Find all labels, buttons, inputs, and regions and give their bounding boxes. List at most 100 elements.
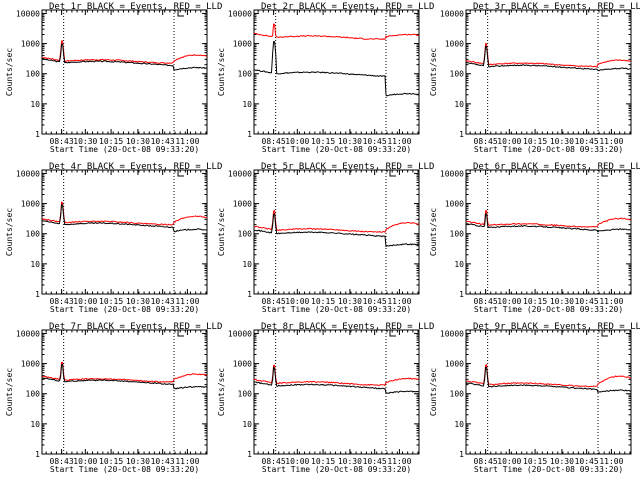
chart-panel-9: Det 9r BLACK = Events, RED = LLD 1 10 100 10… [429, 322, 640, 474]
x-tick-label: 10:45 [363, 137, 387, 146]
x-axis-label: Start Time (20-Oct-08 09:33:20) [474, 305, 623, 314]
events-series-line [465, 213, 632, 233]
x-tick-label: 10:43 [151, 137, 175, 146]
y-tick-label: 10000 [16, 329, 40, 338]
chart-panel-3: Det 3r BLACK = Events, RED = LLD 1 10 100 10… [429, 2, 640, 154]
x-tick-label: 10:15 [311, 137, 335, 146]
time-bracket-marker [389, 330, 396, 337]
x-tick-label: 08:45 [474, 297, 498, 306]
x-tick-label: 10:15 [99, 137, 123, 146]
events-series-line [253, 366, 420, 394]
y-tick-label: 10000 [16, 169, 40, 178]
x-tick-label: 10:00 [497, 297, 521, 306]
chart-panel-4: Det 4r BLACK = Events, RED = LLD 1 10 100 10… [5, 162, 222, 314]
y-tick-label: 1000 [21, 360, 40, 369]
x-tick-label: 10:00 [497, 457, 521, 466]
x-tick-label: 10:30 [338, 297, 362, 306]
x-tick-label: 10:30 [550, 137, 574, 146]
x-tick-label: 11:00 [599, 457, 623, 466]
x-tick-label: 10:00 [73, 297, 97, 306]
events-series-line [465, 45, 632, 72]
chart-panel-6: Det 6r BLACK = Events, RED = LLD 1 10 100 10… [429, 162, 640, 314]
y-tick-label: 1 [35, 450, 40, 459]
x-tick-label: 10:15 [523, 457, 547, 466]
x-tick-label: 10:30 [338, 137, 362, 146]
chart-title: Det 5r BLACK = Events, RED = LLD [261, 162, 434, 172]
events-series-line [253, 41, 420, 97]
y-axis-label: Counts/sec [429, 208, 438, 256]
time-bracket-marker [177, 10, 184, 17]
chart-title: Det 1r BLACK = Events, RED = LLD [49, 2, 222, 12]
x-axis-label: Start Time (20-Oct-08 09:33:20) [474, 145, 623, 154]
y-axis-label: Counts/sec [217, 368, 226, 416]
y-tick-label: 10000 [440, 169, 464, 178]
events-series-line [41, 203, 208, 233]
x-tick-label: 08:45 [262, 457, 286, 466]
y-tick-label: 1 [247, 450, 252, 459]
y-tick-label: 100 [26, 390, 41, 399]
lld-series-line [41, 201, 207, 226]
y-tick-label: 1000 [445, 360, 464, 369]
plot-frame [41, 9, 208, 135]
time-bracket-marker [177, 330, 184, 337]
x-tick-label: 10:15 [99, 457, 123, 466]
x-tick-label: 11:00 [387, 137, 411, 146]
y-tick-label: 10 [242, 420, 252, 429]
events-series-line [41, 364, 208, 390]
x-tick-label: 08:43 [50, 457, 74, 466]
x-axis-label: Start Time (20-Oct-08 09:33:20) [262, 465, 411, 474]
chart-title: Det 2r BLACK = Events, RED = LLD [261, 2, 434, 12]
y-tick-label: 10000 [440, 329, 464, 338]
chart-panel-8: Det 8r BLACK = Events, RED = LLD 1 10 100 10… [217, 322, 434, 474]
y-tick-label: 100 [238, 70, 253, 79]
y-axis-label: Counts/sec [5, 48, 14, 96]
x-tick-label: 11:00 [387, 457, 411, 466]
y-tick-label: 100 [238, 230, 253, 239]
x-tick-label: 08:45 [474, 457, 498, 466]
time-bracket-marker [177, 170, 184, 177]
chart-title: Det 9r BLACK = Events, RED = LLD [473, 322, 640, 332]
y-tick-label: 100 [238, 390, 253, 399]
x-tick-label: 10:30 [126, 137, 150, 146]
x-tick-label: 10:00 [285, 457, 309, 466]
x-tick-label: 10:15 [311, 297, 335, 306]
chart-panel-2: Det 2r BLACK = Events, RED = LLD 1 10 100 10… [217, 2, 434, 154]
x-axis-label: Start Time (20-Oct-08 09:33:20) [50, 305, 199, 314]
plot-frame [253, 169, 420, 295]
y-tick-label: 10 [454, 260, 464, 269]
x-tick-label: 10:45 [363, 297, 387, 306]
x-tick-label: 10:43 [151, 457, 175, 466]
y-tick-label: 1 [459, 290, 464, 299]
x-tick-label: 10:30 [550, 457, 574, 466]
y-tick-label: 1000 [233, 200, 252, 209]
x-tick-label: 11:00 [175, 297, 199, 306]
lld-series-line [466, 210, 631, 228]
x-tick-label: 10:30 [126, 457, 150, 466]
chart-title: Det 6r BLACK = Events, RED = LLD [473, 162, 640, 172]
plot-frame [41, 329, 208, 455]
y-tick-label: 10 [454, 100, 464, 109]
x-tick-label: 10:15 [99, 297, 123, 306]
y-tick-label: 10000 [440, 9, 464, 18]
time-bracket-marker [389, 10, 396, 17]
y-tick-label: 1000 [233, 40, 252, 49]
x-tick-label: 10:43 [151, 297, 175, 306]
time-bracket-marker [601, 170, 608, 177]
x-tick-label: 10:00 [497, 137, 521, 146]
x-tick-label: 10:00 [285, 137, 309, 146]
x-tick-label: 08:45 [262, 137, 286, 146]
x-tick-label: 10:15 [523, 137, 547, 146]
y-tick-label: 1 [247, 290, 252, 299]
time-bracket-marker [601, 330, 608, 337]
x-tick-label: 10:30 [73, 137, 97, 146]
y-tick-label: 10 [30, 420, 40, 429]
x-tick-label: 08:45 [474, 137, 498, 146]
plot-frame [465, 169, 632, 295]
y-axis-label: Counts/sec [217, 48, 226, 96]
y-tick-label: 1000 [233, 360, 252, 369]
lld-series-line [253, 210, 420, 233]
x-tick-label: 11:00 [599, 137, 623, 146]
x-tick-label: 11:00 [599, 297, 623, 306]
chart-title: Det 8r BLACK = Events, RED = LLD [261, 322, 434, 332]
